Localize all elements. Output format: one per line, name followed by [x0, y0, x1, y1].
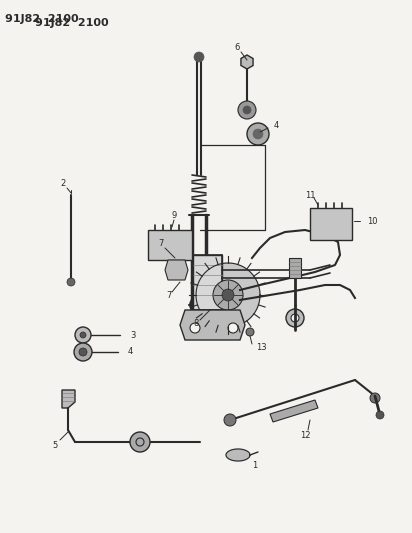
- Circle shape: [75, 327, 91, 343]
- Circle shape: [74, 343, 92, 361]
- Circle shape: [67, 278, 75, 286]
- Circle shape: [370, 393, 380, 403]
- Circle shape: [376, 411, 384, 419]
- Text: 9: 9: [171, 212, 177, 221]
- Text: 3: 3: [130, 330, 136, 340]
- Text: 5: 5: [52, 440, 58, 449]
- Circle shape: [247, 123, 269, 145]
- Text: 91J82  2100: 91J82 2100: [35, 18, 109, 28]
- Polygon shape: [62, 390, 75, 408]
- Text: 7: 7: [166, 292, 172, 301]
- Circle shape: [194, 52, 204, 62]
- Circle shape: [130, 432, 150, 452]
- Circle shape: [213, 280, 243, 310]
- Circle shape: [291, 314, 299, 322]
- Text: 13: 13: [256, 343, 267, 352]
- Polygon shape: [180, 310, 245, 340]
- Circle shape: [224, 414, 236, 426]
- Text: 91J82  2100: 91J82 2100: [5, 14, 79, 24]
- Text: 4: 4: [274, 122, 279, 131]
- Circle shape: [253, 129, 263, 139]
- Circle shape: [190, 323, 200, 333]
- Circle shape: [228, 323, 238, 333]
- Text: 1: 1: [253, 461, 258, 470]
- Polygon shape: [241, 55, 253, 69]
- Text: 4: 4: [128, 348, 133, 357]
- Text: 8: 8: [193, 319, 199, 328]
- Polygon shape: [289, 258, 301, 278]
- Circle shape: [286, 309, 304, 327]
- Circle shape: [80, 332, 86, 338]
- Text: 7: 7: [158, 239, 164, 248]
- Circle shape: [222, 289, 234, 301]
- Polygon shape: [196, 263, 260, 327]
- Circle shape: [246, 328, 254, 336]
- Text: 10: 10: [367, 216, 377, 225]
- Text: 11: 11: [305, 190, 315, 199]
- Text: 2: 2: [61, 180, 66, 189]
- Polygon shape: [310, 208, 352, 240]
- Polygon shape: [148, 230, 192, 260]
- Circle shape: [238, 101, 256, 119]
- Circle shape: [79, 348, 87, 356]
- Text: 12: 12: [300, 432, 310, 440]
- Circle shape: [243, 106, 251, 114]
- Polygon shape: [165, 260, 188, 280]
- Polygon shape: [270, 400, 318, 422]
- Polygon shape: [226, 449, 250, 461]
- Text: 6: 6: [234, 44, 240, 52]
- Polygon shape: [193, 255, 222, 310]
